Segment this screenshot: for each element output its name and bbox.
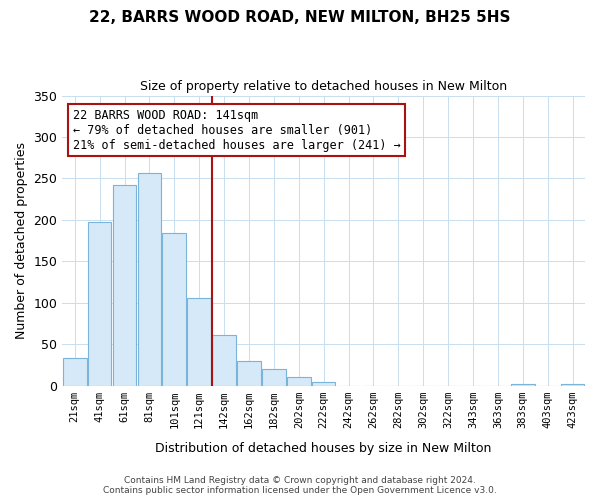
Y-axis label: Number of detached properties: Number of detached properties [15,142,28,339]
Bar [63,358,86,386]
Bar [88,222,112,386]
Bar [262,369,286,386]
Text: Contains HM Land Registry data © Crown copyright and database right 2024.
Contai: Contains HM Land Registry data © Crown c… [103,476,497,495]
Bar [137,172,161,386]
Bar [163,233,186,386]
Bar [113,185,136,386]
Title: Size of property relative to detached houses in New Milton: Size of property relative to detached ho… [140,80,507,93]
X-axis label: Distribution of detached houses by size in New Milton: Distribution of detached houses by size … [155,442,492,455]
Bar [511,384,535,386]
Bar [312,382,335,386]
Text: 22 BARRS WOOD ROAD: 141sqm
← 79% of detached houses are smaller (901)
21% of sem: 22 BARRS WOOD ROAD: 141sqm ← 79% of deta… [73,108,400,152]
Bar [187,298,211,386]
Bar [212,335,236,386]
Text: 22, BARRS WOOD ROAD, NEW MILTON, BH25 5HS: 22, BARRS WOOD ROAD, NEW MILTON, BH25 5H… [89,10,511,25]
Bar [287,378,311,386]
Bar [237,361,261,386]
Bar [561,384,584,386]
